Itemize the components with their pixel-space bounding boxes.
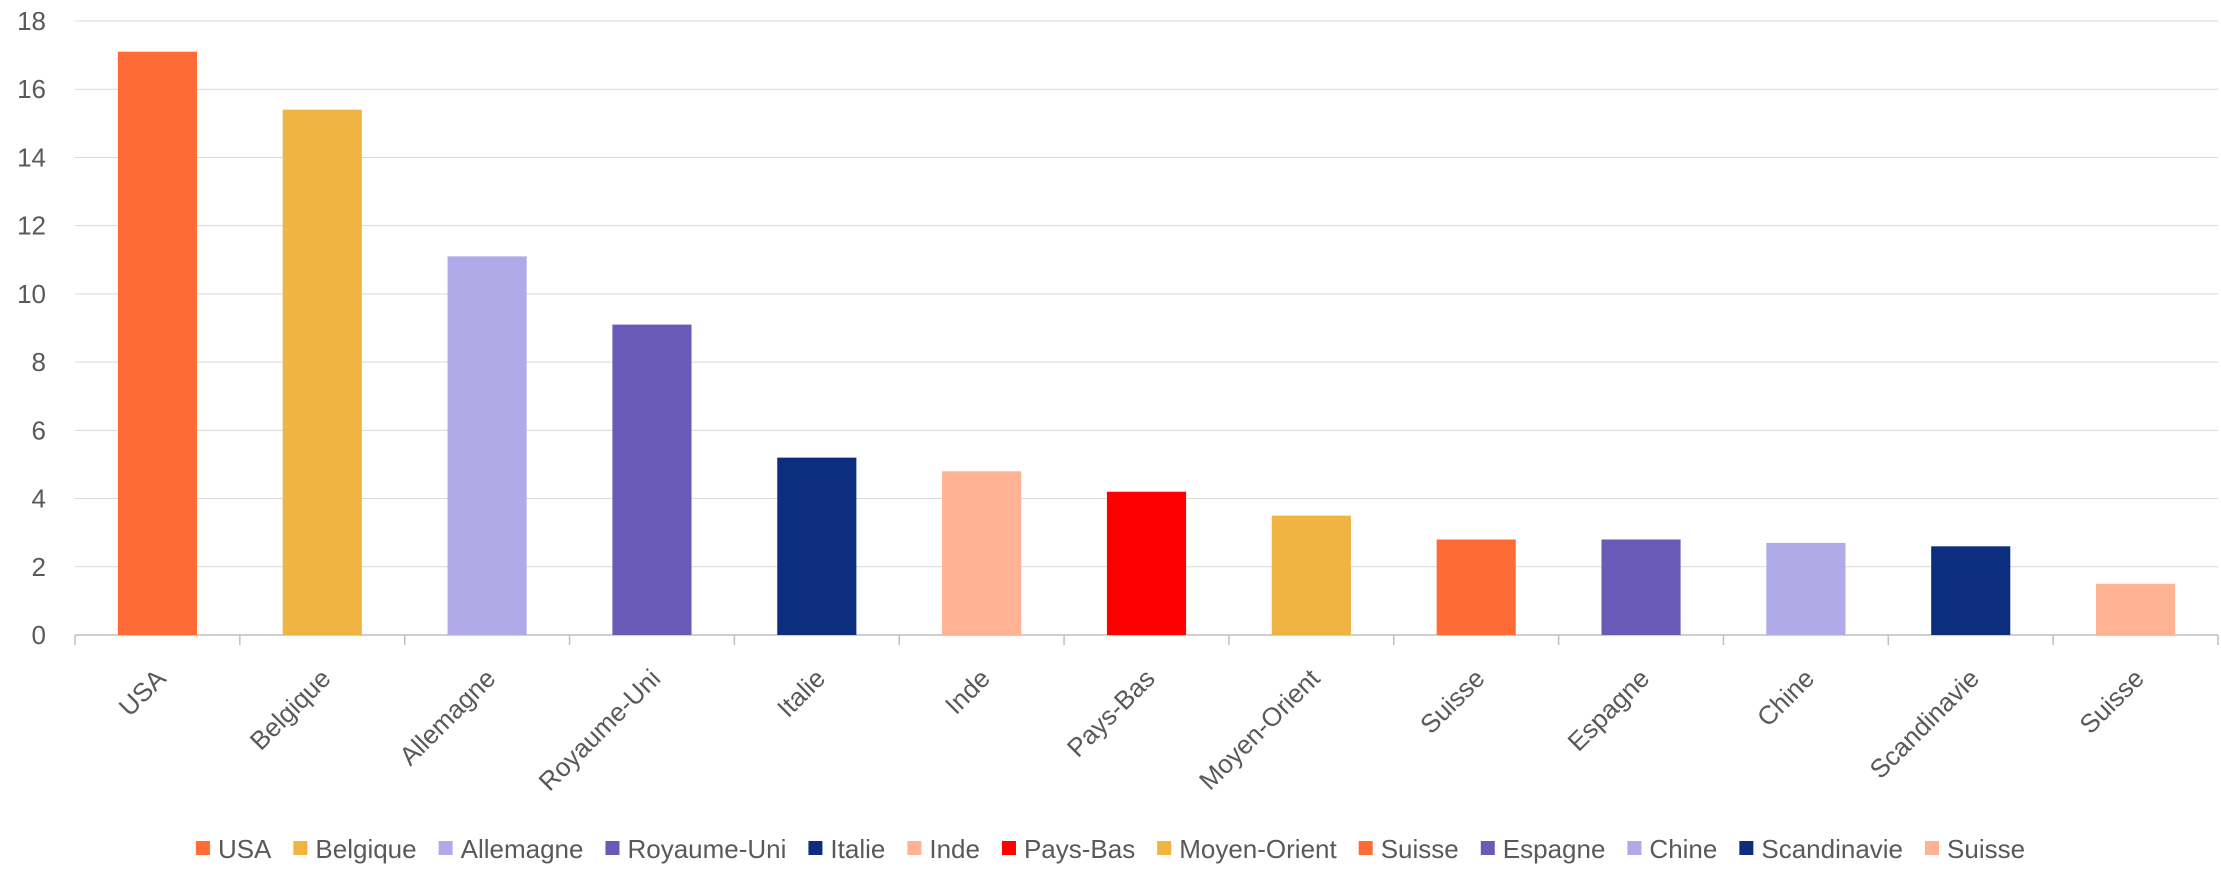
legend-item: Chine: [1627, 834, 1717, 864]
x-tick-label: Scandinavie: [1864, 663, 1985, 784]
legend-label: Moyen-Orient: [1179, 834, 1337, 864]
legend-label: Royaume-Uni: [627, 834, 786, 864]
y-tick-label: 2: [32, 552, 46, 582]
legend-item: Belgique: [293, 834, 417, 864]
legend-swatch: [1001, 841, 1016, 855]
x-axis: USA Belgique Allemagne Royaume-Uni Italie Ind…: [74, 635, 2219, 797]
y-tick-label: 12: [17, 211, 46, 241]
y-tick-label: 0: [32, 620, 46, 650]
legend-swatch: [907, 841, 922, 855]
bar: [1271, 515, 1351, 635]
gridlines: [75, 20, 2218, 636]
legend-item: Italie: [808, 834, 885, 864]
legend-swatch: [605, 841, 620, 855]
x-tick-label: Suisse: [2073, 663, 2149, 739]
bar: [777, 457, 857, 635]
legend-label: Suisse: [1947, 834, 2025, 864]
y-tick-label: 8: [32, 347, 46, 377]
legend-swatch: [293, 841, 308, 855]
bar: [1931, 546, 2011, 635]
legend-label: Espagne: [1503, 834, 1606, 864]
legend-swatch: [1358, 841, 1373, 855]
bar: [117, 51, 197, 635]
legend-label: Belgique: [315, 834, 416, 864]
x-tick-label: Allemagne: [393, 663, 501, 771]
legend-swatch: [195, 841, 210, 855]
x-tick-label: Belgique: [244, 663, 337, 756]
bar: [1436, 539, 1516, 635]
legend-item: Pays-Bas: [1001, 834, 1135, 864]
legend-item: Allemagne: [438, 834, 584, 864]
legend-item: Suisse: [1358, 834, 1459, 864]
bar: [612, 324, 692, 635]
legend-label: Chine: [1649, 834, 1717, 864]
legend-swatch: [1157, 841, 1172, 855]
legend-swatch: [808, 841, 823, 855]
y-tick-label: 16: [17, 74, 46, 104]
legend-swatch: [1627, 841, 1642, 855]
legend-label: Allemagne: [461, 834, 584, 864]
bars: [117, 51, 2176, 635]
x-tick-label: Italie: [771, 663, 831, 723]
y-axis: 0 2 4 6 8 10 12 14 16 18: [17, 6, 46, 650]
legend-swatch: [1739, 841, 1754, 855]
legend-item: Scandinavie: [1739, 834, 1903, 864]
legend-item: USA: [195, 834, 272, 864]
legend-swatch: [438, 841, 453, 855]
legend-label: USA: [218, 834, 272, 864]
legend-item: Royaume-Uni: [605, 834, 786, 864]
bar: [2096, 583, 2176, 635]
y-tick-label: 14: [17, 142, 46, 172]
bar: [942, 471, 1022, 635]
legend-label: Pays-Bas: [1024, 834, 1135, 864]
legend-item: Espagne: [1480, 834, 1606, 864]
x-tick-label: Suisse: [1414, 663, 1490, 739]
legend-item: Moyen-Orient: [1157, 834, 1337, 864]
y-tick-label: 4: [32, 484, 46, 514]
legend-label: Italie: [830, 834, 885, 864]
legend-swatch: [1480, 841, 1495, 855]
bar: [447, 256, 527, 635]
x-tick-label: Chine: [1751, 663, 1820, 732]
legend-swatch: [1925, 841, 1940, 855]
bar: [1601, 539, 1681, 635]
legend-item: Inde: [907, 834, 980, 864]
x-tick-label: Inde: [939, 663, 996, 720]
x-tick-label: Pays-Bas: [1061, 663, 1161, 763]
bar: [282, 109, 362, 635]
bar: [1106, 491, 1187, 635]
x-tick-label: Espagne: [1561, 663, 1655, 757]
x-tick-label: Royaume-Uni: [533, 663, 667, 797]
y-tick-label: 18: [17, 6, 46, 36]
legend-label: Scandinavie: [1761, 834, 1903, 864]
y-tick-label: 6: [32, 415, 46, 445]
y-tick-label: 10: [17, 279, 46, 309]
legend-label: Inde: [929, 834, 980, 864]
legend-label: Suisse: [1381, 834, 1459, 864]
x-tick-label: USA: [113, 663, 172, 722]
bar: [1766, 542, 1846, 635]
legend-item: Suisse: [1925, 834, 2025, 864]
x-tick-label: Moyen-Orient: [1193, 662, 1326, 795]
legend: USA Belgique Allemagne Royaume-Uni Italie Ind…: [195, 834, 2025, 864]
